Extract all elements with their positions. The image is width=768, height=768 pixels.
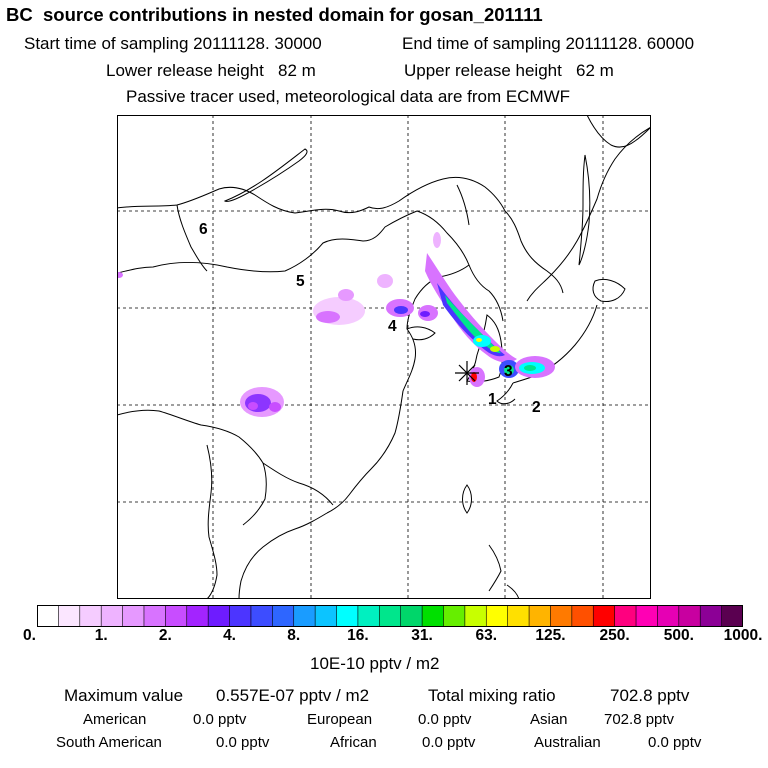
european-label: European bbox=[307, 711, 373, 728]
region-label-4: 4 bbox=[388, 318, 397, 335]
colorbar-cell bbox=[229, 605, 252, 627]
region-label-2: 2 bbox=[532, 399, 541, 416]
european-value: 0.0 pptv bbox=[418, 711, 472, 728]
colorbar-cell bbox=[550, 605, 573, 627]
colorbar-cell bbox=[421, 605, 445, 627]
african-value: 0.0 pptv bbox=[422, 734, 476, 751]
australian-label: Australian bbox=[534, 734, 601, 751]
coastline-lines bbox=[117, 115, 651, 599]
colorbar-cell bbox=[357, 605, 380, 627]
max-value-label: Maximum value bbox=[64, 686, 184, 705]
lower-release-text: Lower release height 82 m bbox=[106, 61, 316, 80]
colorbar-cell bbox=[143, 605, 166, 627]
region-label-6: 6 bbox=[199, 221, 208, 238]
colorbar-cell bbox=[592, 605, 616, 627]
start-time-text: Start time of sampling 20111128. 30000 bbox=[24, 34, 322, 53]
region-label-3: 3 bbox=[504, 363, 513, 380]
max-value: 0.557E-07 pptv / m2 bbox=[216, 686, 370, 705]
region-label-5: 5 bbox=[296, 273, 305, 290]
colorbar-cell bbox=[79, 605, 102, 627]
colorbar-tick-label: 500. bbox=[663, 627, 694, 644]
colorbar-cell bbox=[378, 605, 402, 627]
colorbar-cell bbox=[443, 605, 466, 627]
colorbar-cell bbox=[165, 605, 188, 627]
colorbar-tick-label: 31. bbox=[411, 627, 433, 644]
american-label: American bbox=[83, 711, 147, 728]
colorbar-cell bbox=[464, 605, 487, 627]
upper-release-text: Upper release height 62 m bbox=[404, 61, 614, 80]
colorbar-cell bbox=[272, 605, 295, 627]
colorbar-cell bbox=[721, 605, 743, 627]
concentration-field bbox=[117, 232, 555, 417]
end-time-text: End time of sampling 20111128. 60000 bbox=[402, 34, 695, 53]
colorbar-tick-label: 16. bbox=[347, 627, 369, 644]
colorbar-cell bbox=[657, 605, 680, 627]
colorbar-cell bbox=[58, 605, 81, 627]
south-american-label: South American bbox=[56, 734, 162, 751]
colorbar-tick-label: 4. bbox=[223, 627, 236, 644]
colorbar-tick-label: 1. bbox=[94, 627, 108, 644]
colorbar-tick-label: 125. bbox=[535, 627, 566, 644]
asian-value: 702.8 pptv bbox=[604, 711, 675, 728]
region-label-1: 1 bbox=[488, 391, 497, 408]
australian-value: 0.0 pptv bbox=[648, 734, 702, 751]
colorbar-cell bbox=[528, 605, 552, 627]
colorbar-unit-label: 10E-10 pptv / m2 bbox=[310, 654, 440, 673]
colorbar-tick-label: 0. bbox=[23, 627, 36, 644]
total-mixing-label: Total mixing ratio bbox=[428, 686, 556, 705]
total-mixing-value: 702.8 pptv bbox=[610, 686, 690, 705]
asian-label: Asian bbox=[530, 711, 568, 728]
colorbar-cell bbox=[614, 605, 637, 627]
colorbar-tick-label: 250. bbox=[599, 627, 630, 644]
colorbar-cell bbox=[186, 605, 209, 627]
colorbar-cell bbox=[485, 605, 509, 627]
south-american-value: 0.0 pptv bbox=[216, 734, 270, 751]
colorbar-tick-label: 1000. bbox=[723, 627, 763, 644]
colorbar-tick-label: 2. bbox=[158, 627, 172, 644]
graticule-lines bbox=[117, 115, 651, 599]
colorbar-cell bbox=[571, 605, 594, 627]
colorbar-tick-label: 63. bbox=[475, 627, 498, 644]
colorbar-tick-label: 8. bbox=[287, 627, 301, 644]
african-label: African bbox=[330, 734, 377, 751]
colorbar-cell bbox=[699, 605, 723, 627]
colorbar-cell bbox=[207, 605, 231, 627]
colorbar-cell bbox=[400, 605, 423, 627]
receptor-star-icon bbox=[455, 361, 479, 385]
plot-title: BC source contributions in nested domain… bbox=[6, 4, 543, 25]
colorbar-cell bbox=[336, 605, 359, 627]
info-text: Passive tracer used, meteorological data… bbox=[126, 87, 571, 106]
color-scale-bar bbox=[37, 605, 743, 627]
colorbar-cell bbox=[250, 605, 273, 627]
colorbar-cell bbox=[293, 605, 316, 627]
colorbar-cell bbox=[37, 605, 59, 627]
colorbar-cell bbox=[100, 605, 124, 627]
source-contribution-map bbox=[117, 115, 651, 599]
american-value: 0.0 pptv bbox=[193, 711, 247, 728]
colorbar-cell bbox=[635, 605, 659, 627]
colorbar-cell bbox=[507, 605, 530, 627]
colorbar-cell bbox=[678, 605, 701, 627]
colorbar-cell bbox=[314, 605, 338, 627]
colorbar-cell bbox=[122, 605, 145, 627]
